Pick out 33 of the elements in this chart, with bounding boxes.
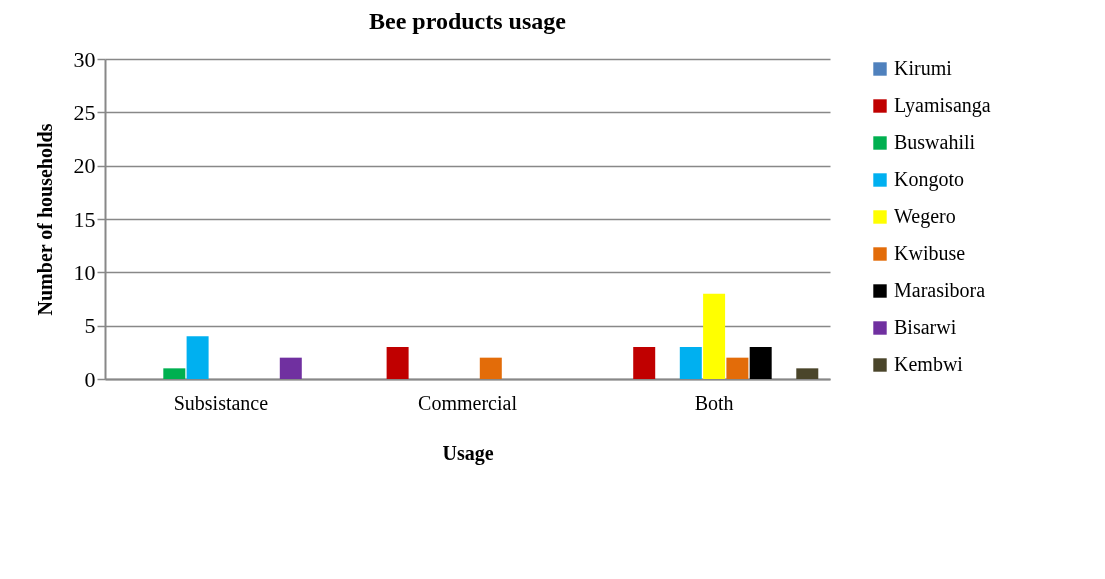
x-tick-label: Both	[694, 391, 734, 414]
bar	[633, 347, 656, 379]
legend-label: Buswahili	[894, 131, 976, 153]
bar	[279, 357, 302, 379]
y-tick-label: 10	[73, 259, 96, 285]
bar	[796, 368, 819, 379]
y-tick-label: 20	[73, 153, 96, 179]
bar	[479, 357, 502, 379]
y-tick-label: 25	[73, 99, 96, 125]
bar	[386, 347, 409, 379]
x-tick-label: Subsistance	[173, 391, 269, 414]
x-tick-label: Commercial	[418, 391, 518, 414]
bar	[163, 368, 186, 379]
bar	[186, 336, 209, 379]
x-axis-title: Usage	[442, 441, 494, 465]
legend-label: Wegero	[894, 205, 956, 228]
legend-label: Kongoto	[894, 168, 964, 191]
y-tick-label: 15	[73, 206, 96, 232]
bar	[703, 293, 726, 379]
legend-label: Marasibora	[894, 279, 986, 301]
y-tick-label: 30	[73, 46, 96, 72]
legend-label: Kembwi	[894, 353, 964, 375]
y-tick-label: 0	[84, 366, 96, 392]
bar	[679, 347, 702, 379]
y-axis-title: Number of households	[33, 123, 56, 316]
chart-title: Bee products usage	[369, 8, 567, 34]
legend-label: Kwibuse	[894, 242, 966, 264]
legend-label: Lyamisanga	[894, 94, 991, 117]
bar	[726, 357, 749, 379]
legend-label: Kirumi	[894, 57, 953, 79]
bar	[749, 347, 772, 379]
y-tick-label: 5	[84, 313, 96, 339]
legend-label: Bisarwi	[894, 316, 957, 338]
